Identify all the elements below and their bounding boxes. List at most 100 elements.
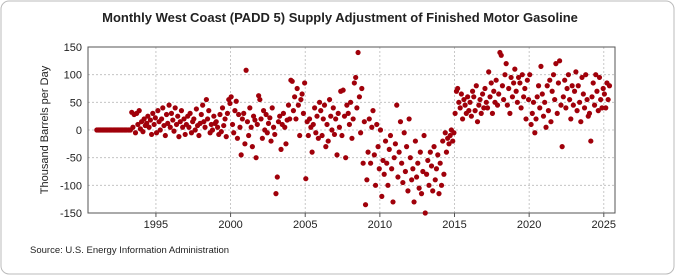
point — [555, 80, 562, 86]
point — [469, 88, 476, 94]
point — [345, 110, 351, 116]
point — [325, 138, 331, 144]
point — [362, 202, 369, 208]
point — [306, 116, 313, 122]
point — [573, 69, 579, 75]
point — [479, 91, 486, 97]
point — [532, 130, 538, 136]
point — [466, 108, 472, 114]
point — [517, 80, 523, 86]
point — [559, 144, 565, 150]
point — [451, 130, 457, 136]
point — [150, 110, 156, 116]
point — [172, 105, 178, 111]
point — [211, 113, 217, 119]
point — [512, 66, 518, 72]
point — [257, 96, 263, 103]
point — [263, 111, 269, 118]
point — [328, 113, 334, 119]
point — [229, 121, 236, 128]
x-tick-label: 2000 — [218, 219, 242, 231]
point — [314, 113, 320, 119]
point — [135, 121, 141, 128]
point — [405, 188, 411, 194]
point — [283, 141, 289, 147]
point — [539, 91, 545, 97]
y-tick-label: 0 — [76, 125, 82, 137]
point — [465, 94, 471, 100]
point — [457, 105, 463, 111]
point — [443, 149, 450, 155]
point — [394, 102, 400, 108]
point — [369, 124, 375, 130]
point — [462, 102, 468, 108]
point — [202, 124, 208, 130]
point — [298, 96, 304, 103]
point — [233, 98, 239, 104]
point — [294, 85, 300, 92]
point — [268, 138, 274, 144]
point — [521, 94, 527, 100]
plot-border — [87, 46, 616, 214]
point — [136, 108, 142, 114]
point — [234, 135, 241, 141]
point — [513, 88, 519, 94]
point — [491, 88, 497, 94]
point — [192, 127, 198, 133]
point — [386, 146, 392, 152]
point — [606, 83, 613, 89]
point — [358, 130, 364, 136]
point — [417, 149, 423, 155]
point — [186, 124, 192, 130]
point — [547, 77, 553, 83]
point — [353, 74, 359, 81]
point — [351, 80, 357, 86]
point — [411, 199, 417, 205]
point — [511, 80, 517, 86]
point — [187, 110, 193, 116]
point — [366, 116, 372, 122]
point — [289, 78, 295, 84]
point — [316, 99, 323, 105]
point — [182, 131, 188, 138]
point — [270, 124, 277, 130]
point — [459, 116, 466, 122]
point — [165, 120, 171, 126]
point — [168, 110, 175, 116]
point — [201, 119, 207, 125]
point — [461, 96, 467, 103]
point — [395, 174, 401, 180]
point — [249, 144, 255, 150]
point — [550, 72, 557, 78]
point — [300, 110, 307, 116]
point — [339, 132, 345, 139]
point — [601, 91, 608, 97]
point — [302, 80, 308, 86]
point — [159, 116, 165, 122]
x-tick-label: 2020 — [517, 219, 541, 231]
point — [538, 63, 544, 69]
point — [598, 96, 604, 103]
point — [162, 132, 168, 139]
point — [196, 132, 202, 139]
point — [354, 105, 360, 111]
point — [254, 121, 260, 128]
point — [549, 88, 555, 94]
point — [425, 157, 431, 164]
point — [160, 105, 166, 111]
point — [423, 171, 430, 177]
point — [433, 166, 440, 172]
point — [305, 132, 311, 139]
point — [244, 119, 251, 125]
point — [430, 188, 436, 194]
point — [335, 110, 341, 116]
source: Source: U.S. Energy Information Administ… — [30, 245, 229, 256]
point — [365, 149, 371, 155]
point — [241, 110, 247, 116]
point — [533, 116, 539, 122]
point — [413, 174, 420, 180]
point — [518, 105, 524, 111]
point — [324, 121, 330, 128]
point — [223, 134, 229, 140]
